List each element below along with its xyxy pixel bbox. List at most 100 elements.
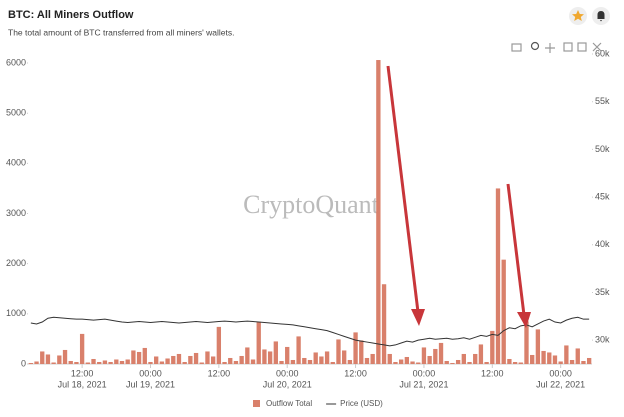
bar <box>62 349 68 364</box>
bar <box>228 357 233 364</box>
y2-tick-label: 45k <box>595 191 610 201</box>
bar <box>199 362 204 364</box>
y-tick-label: 6000 <box>6 57 26 67</box>
bar <box>45 354 51 364</box>
x-tick-label: 12:00 <box>344 368 367 378</box>
bar <box>495 188 501 364</box>
bar <box>398 359 404 364</box>
chart-subtitle: The total amount of BTC transferred from… <box>8 27 234 37</box>
bar <box>307 359 313 364</box>
y2-tick-label: 50k <box>595 144 610 154</box>
arrow-head <box>411 309 425 326</box>
bar <box>507 358 512 364</box>
bar <box>245 347 250 364</box>
x-tick-label: 00:00 <box>139 368 162 378</box>
bar <box>342 350 347 364</box>
zoom-icon[interactable] <box>530 41 540 51</box>
arrow <box>506 183 526 316</box>
bell-button[interactable] <box>592 7 610 25</box>
x-tick-label: 00:00 <box>549 368 572 378</box>
camera-icon[interactable] <box>511 43 522 52</box>
bar <box>319 356 324 364</box>
bar <box>262 349 267 364</box>
bar <box>40 351 45 364</box>
bar <box>119 360 125 364</box>
x-tick-label: 00:00 <box>413 368 436 378</box>
bar <box>302 357 307 364</box>
bar <box>256 321 261 364</box>
bar <box>171 355 176 364</box>
zoom-out-icon[interactable] <box>577 42 587 52</box>
bar <box>530 354 535 364</box>
chart-title: BTC: All Miners Outflow <box>8 9 134 21</box>
bar <box>416 362 421 364</box>
zoom-in-icon[interactable] <box>563 42 573 52</box>
bar <box>279 360 284 364</box>
bar <box>438 342 444 364</box>
y-tick-label: 4000 <box>6 158 26 168</box>
bar <box>131 350 136 364</box>
bar <box>564 345 569 364</box>
y2-tick-label: 30k <box>595 335 610 345</box>
x-date-label: Jul 21, 2021 <box>399 379 448 389</box>
bar <box>233 360 239 364</box>
bar <box>501 259 506 364</box>
arrow <box>386 65 420 313</box>
x-date-label: Jul 22, 2021 <box>536 379 585 389</box>
bar <box>239 355 244 364</box>
bar <box>102 360 108 364</box>
bar <box>273 341 278 364</box>
y2-tick-label: 60k <box>595 48 610 58</box>
x-tick-label: 12:00 <box>71 368 94 378</box>
bar <box>455 359 461 364</box>
y-tick-label: 3000 <box>6 208 26 218</box>
bar <box>552 355 558 364</box>
annotation-arrows <box>386 65 531 328</box>
bar <box>250 359 256 364</box>
bar <box>57 355 62 364</box>
bar <box>79 333 85 364</box>
legend-label: Outflow Total <box>266 399 312 408</box>
bar <box>142 347 147 364</box>
bar <box>478 344 484 364</box>
bar <box>461 353 466 364</box>
bar <box>581 360 586 364</box>
bar <box>558 361 563 364</box>
bar <box>541 350 546 364</box>
bar <box>136 351 142 364</box>
bar <box>490 330 495 364</box>
star-button[interactable] <box>569 7 587 25</box>
bar <box>518 362 523 364</box>
bar <box>387 353 392 364</box>
bar <box>484 361 489 364</box>
bar <box>154 356 159 364</box>
bar <box>370 353 375 364</box>
bar <box>159 361 165 364</box>
bar <box>353 332 358 364</box>
bar <box>569 359 575 364</box>
bar <box>51 362 56 364</box>
bar <box>524 321 529 364</box>
bar <box>296 336 301 364</box>
bar <box>210 356 216 364</box>
bar <box>267 351 273 364</box>
bar <box>182 361 187 364</box>
y-tick-label: 1000 <box>6 308 26 318</box>
bar <box>313 352 318 364</box>
price-line <box>30 316 590 347</box>
bar <box>330 361 335 364</box>
pan-icon[interactable] <box>545 43 555 53</box>
bar <box>421 347 427 364</box>
legend-label: Price (USD) <box>340 399 383 408</box>
bar <box>336 339 341 364</box>
bar <box>467 361 472 364</box>
bar <box>290 359 296 364</box>
bar <box>85 362 90 364</box>
reset-icon[interactable] <box>592 42 602 52</box>
y2-tick-label: 40k <box>595 239 610 249</box>
bar <box>473 353 478 364</box>
bar <box>547 352 552 364</box>
star-icon <box>572 10 584 21</box>
bar <box>404 356 410 364</box>
